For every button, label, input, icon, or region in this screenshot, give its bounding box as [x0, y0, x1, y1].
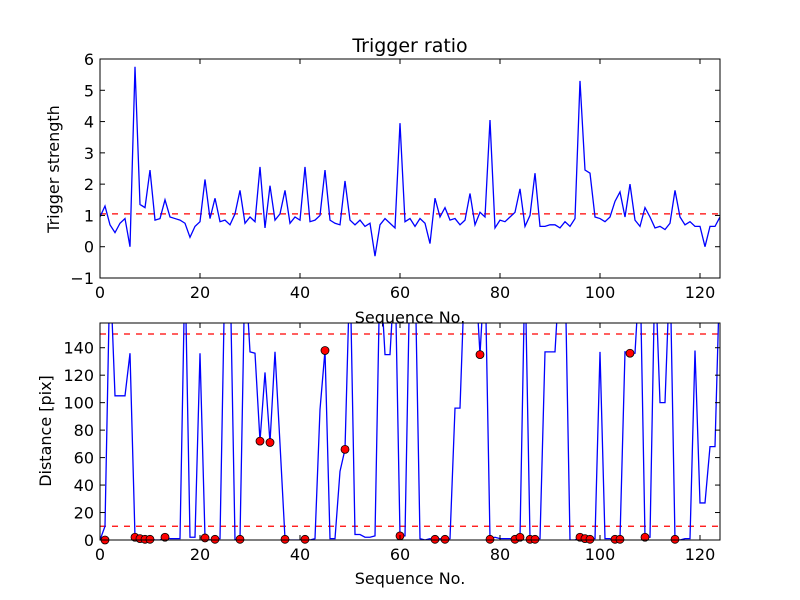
data-point — [340, 444, 350, 454]
y-tick-label: 5 — [84, 81, 94, 100]
series-line-0 — [100, 66, 720, 257]
x-tick-label: 0 — [95, 545, 105, 564]
y-tick-label: 20 — [74, 504, 94, 523]
x-tick-label: 100 — [585, 283, 616, 302]
axes-frame — [99, 58, 721, 279]
y-tick-label: 80 — [74, 421, 94, 440]
trigger-ratio-chart: Trigger ratio Sequence No. Trigger stren… — [44, 35, 721, 327]
x-tick-label: 0 — [95, 283, 105, 302]
y-tick-label: 1 — [84, 206, 94, 225]
y-tick-label: −1 — [70, 269, 94, 288]
x-tick-label: 120 — [685, 545, 716, 564]
data-point — [485, 534, 495, 544]
data-point — [160, 532, 170, 542]
data-point — [265, 438, 275, 447]
x-tick-label: 40 — [290, 545, 310, 564]
data-point — [440, 534, 450, 544]
data-point — [475, 350, 485, 359]
data-point — [430, 534, 440, 544]
y-tick-label: 120 — [63, 366, 94, 385]
data-point — [255, 436, 265, 446]
data-point — [625, 348, 635, 358]
x-tick-label: 80 — [490, 545, 510, 564]
data-point — [530, 534, 540, 544]
distance-chart: Sequence No. Distance [pix] 0 20 40 60 80 100… — [36, 322, 721, 588]
x-tick-label: 100 — [585, 545, 616, 564]
y-tick-label: 6 — [84, 50, 94, 69]
y-tick-label: 140 — [63, 339, 94, 358]
x-tick-label: 60 — [390, 283, 410, 302]
data-point — [640, 532, 650, 542]
y-tick-label: 2 — [84, 175, 94, 194]
y-tick-label: 4 — [84, 113, 94, 132]
x-tick-label: 80 — [490, 283, 510, 302]
y-tick-label: 3 — [84, 144, 94, 163]
x-tick-label: 120 — [685, 283, 716, 302]
data-point — [200, 533, 210, 543]
x-tick-label: 60 — [390, 545, 410, 564]
x-tick-label: 20 — [190, 545, 210, 564]
y-tick-label: 0 — [84, 238, 94, 257]
data-point — [210, 534, 220, 544]
y-tick-label: 40 — [74, 476, 94, 495]
axes-frame — [99, 322, 721, 541]
y-tick-label: 0 — [84, 531, 94, 550]
y-tick-label: 100 — [63, 394, 94, 413]
data-point — [585, 534, 595, 544]
data-point — [515, 532, 525, 542]
data-point — [670, 534, 680, 544]
data-point — [280, 534, 290, 544]
x-tick-label: 40 — [290, 283, 310, 302]
data-point — [145, 534, 155, 544]
chart-title: Trigger ratio — [351, 35, 467, 57]
y-axis-label: Trigger strength — [44, 105, 63, 234]
plot-area — [100, 66, 720, 257]
data-point — [300, 534, 310, 544]
data-point — [235, 534, 245, 544]
y-tick-label: 60 — [74, 449, 94, 468]
y-axis-label: Distance [pix] — [36, 375, 55, 487]
x-axis-label: Sequence No. — [355, 569, 466, 588]
x-axis-label: Sequence No. — [355, 308, 466, 327]
data-point — [320, 346, 330, 355]
x-tick-label: 20 — [190, 283, 210, 302]
data-point — [615, 534, 625, 544]
